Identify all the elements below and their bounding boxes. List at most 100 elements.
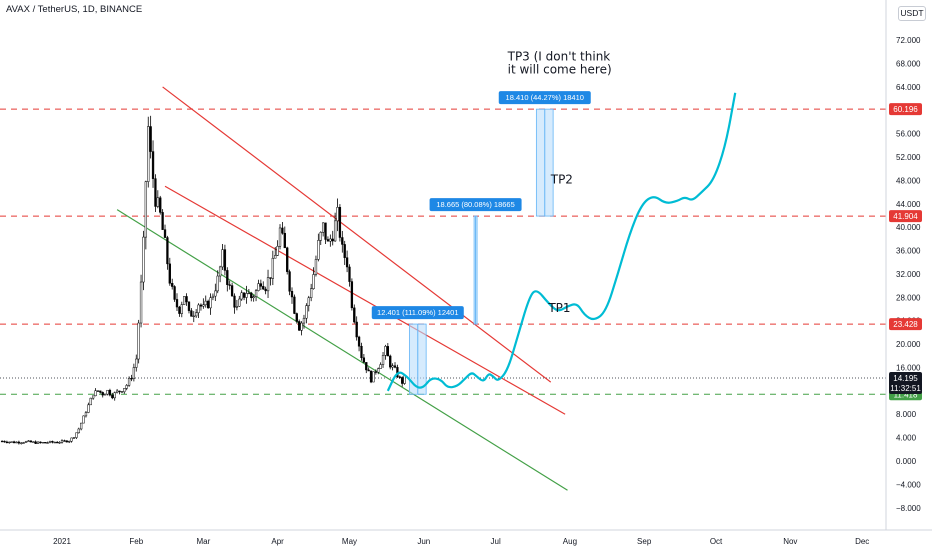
- y-tick-label: −4.000: [896, 480, 921, 489]
- candle-body: [338, 207, 342, 238]
- candle-body: [362, 357, 366, 363]
- candle-body: [283, 232, 286, 249]
- candle-body: [257, 283, 260, 291]
- price-level-label: 60.196: [893, 105, 918, 114]
- candle-body: [118, 390, 121, 393]
- y-tick-label: 0.000: [896, 457, 917, 466]
- candle-body: [307, 297, 310, 306]
- target-annotation: TP2: [550, 172, 573, 186]
- trend-line[interactable]: [162, 86, 552, 383]
- candle-body: [290, 290, 294, 298]
- y-tick-label: 56.000: [896, 130, 921, 139]
- price-level-label: 41.904: [893, 212, 918, 221]
- candle-body: [381, 355, 385, 365]
- candle-body: [65, 440, 68, 443]
- candle-body: [314, 259, 318, 275]
- projection-path[interactable]: [386, 92, 737, 392]
- candle-body: [202, 304, 205, 307]
- candle-body: [183, 296, 186, 305]
- candle-body: [24, 441, 28, 443]
- target-label-box: [429, 198, 522, 212]
- y-tick-label: 48.000: [896, 176, 921, 185]
- candle-body: [266, 277, 270, 292]
- candle-body: [46, 442, 49, 444]
- candle-body: [379, 364, 382, 369]
- candle-body: [281, 227, 284, 234]
- candle-body: [245, 293, 248, 298]
- candle-body: [36, 441, 40, 444]
- candle-body: [389, 355, 392, 368]
- x-tick-label: May: [342, 537, 357, 546]
- candle-body: [135, 358, 138, 368]
- candle-body: [63, 440, 66, 442]
- candle-body: [154, 178, 157, 207]
- candle-body: [398, 376, 401, 378]
- y-tick-label: 28.000: [896, 293, 921, 302]
- y-tick-label: 40.000: [896, 223, 921, 232]
- candle-body: [374, 371, 377, 373]
- candle-body: [226, 270, 229, 285]
- candle-body: [293, 296, 296, 314]
- candle-body: [17, 441, 21, 444]
- candle-body: [180, 304, 183, 314]
- candle-body: [151, 151, 155, 179]
- candle-body: [125, 385, 128, 389]
- candle-body: [39, 441, 42, 444]
- candle-body: [223, 249, 227, 271]
- y-tick-label: 16.000: [896, 363, 921, 372]
- candle-body: [115, 390, 119, 393]
- y-tick-label: 8.000: [896, 410, 917, 419]
- candle-body: [142, 236, 145, 283]
- x-tick-label: Aug: [563, 537, 577, 546]
- candle-body: [68, 440, 71, 443]
- candle-body: [80, 422, 83, 430]
- trend-line[interactable]: [164, 185, 566, 415]
- candle-body: [34, 441, 37, 444]
- candle-body: [269, 277, 272, 279]
- y-tick-label: 4.000: [896, 434, 917, 443]
- x-tick-label: 2021: [53, 537, 71, 546]
- candle-body: [242, 292, 246, 298]
- candle-body: [163, 229, 167, 238]
- price-level-tag: [889, 318, 922, 331]
- trend-line[interactable]: [116, 209, 568, 491]
- candle-body: [87, 404, 90, 413]
- candle-body: [44, 442, 47, 444]
- x-tick-label: Sep: [637, 537, 652, 546]
- candle-body: [77, 428, 80, 434]
- candle-body: [89, 397, 92, 406]
- candle-body: [298, 321, 301, 331]
- y-tick-label: 68.000: [896, 60, 921, 69]
- y-tick-label: 36.000: [896, 247, 921, 256]
- x-tick-label: Nov: [783, 537, 797, 546]
- candle-body: [51, 440, 54, 443]
- candle-body: [391, 365, 394, 368]
- candle-body: [288, 271, 291, 292]
- candle-body: [130, 378, 133, 380]
- candle-body: [271, 257, 274, 279]
- candle-body: [274, 255, 277, 259]
- candle-body: [58, 442, 61, 444]
- target-annotation: TP1: [547, 301, 570, 315]
- x-tick-label: Jun: [417, 537, 430, 546]
- candle-body: [144, 181, 148, 238]
- candle-body: [221, 249, 224, 268]
- candle-body: [22, 442, 25, 444]
- candle-body: [240, 292, 243, 300]
- candle-body: [350, 281, 354, 309]
- candle-body: [312, 274, 315, 289]
- candle-body: [15, 441, 18, 444]
- candle-body: [331, 238, 334, 242]
- currency-button[interactable]: USDT: [898, 6, 926, 21]
- candle-body: [12, 441, 16, 444]
- last-price-tag: [889, 372, 922, 395]
- y-tick-label: 32.000: [896, 270, 921, 279]
- candle-body: [218, 266, 222, 277]
- candle-body: [353, 307, 356, 323]
- candle-body: [190, 310, 193, 317]
- x-tick-label: Feb: [129, 537, 143, 546]
- candle-body: [94, 390, 97, 397]
- candle-body: [333, 220, 337, 242]
